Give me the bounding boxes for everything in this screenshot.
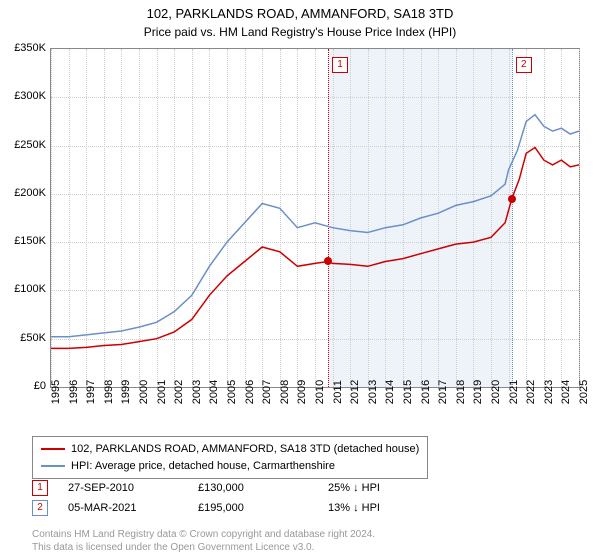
xtick-label: 2013 — [367, 380, 379, 404]
ytick-label: £200K — [14, 187, 46, 199]
chart-subtitle: Price paid vs. HM Land Registry's House … — [0, 23, 600, 39]
xtick-label: 2008 — [279, 380, 291, 404]
xtick-label: 1999 — [120, 380, 132, 404]
xtick-label: 2015 — [402, 380, 414, 404]
series-hpi — [51, 115, 579, 337]
series-property — [51, 148, 579, 349]
xtick-label: 2007 — [261, 380, 273, 404]
ytick-label: £0 — [34, 380, 46, 392]
ytick-label: £50K — [20, 332, 46, 344]
annotation-date: 27-SEP-2010 — [68, 482, 198, 494]
footer-attribution: Contains HM Land Registry data © Crown c… — [32, 528, 375, 554]
plot-area: 12 — [50, 48, 580, 388]
ytick-label: £100K — [14, 283, 46, 295]
chart-title: 102, PARKLANDS ROAD, AMMANFORD, SA18 3TD — [0, 0, 600, 23]
gridline-v — [579, 49, 580, 387]
xtick-label: 2018 — [455, 380, 467, 404]
xtick-label: 1995 — [50, 380, 62, 404]
xtick-label: 2023 — [543, 380, 555, 404]
annotation-price: £195,000 — [198, 502, 328, 514]
xtick-label: 2014 — [384, 380, 396, 404]
xtick-label: 2006 — [244, 380, 256, 404]
annotation-delta: 13% ↓ HPI — [328, 502, 458, 514]
xtick-label: 2003 — [191, 380, 203, 404]
data-point — [508, 195, 516, 203]
xtick-label: 2002 — [173, 380, 185, 404]
ytick-label: £350K — [14, 42, 46, 54]
legend-label: HPI: Average price, detached house, Carm… — [71, 458, 335, 475]
xtick-label: 2025 — [578, 380, 590, 404]
annotation-table: 1 27-SEP-2010£130,00025% ↓ HPI 2 05-MAR-202… — [32, 478, 458, 518]
xtick-label: 2009 — [296, 380, 308, 404]
annotation-marker: 1 — [32, 480, 48, 496]
xtick-label: 1997 — [85, 380, 97, 404]
xtick-label: 2001 — [156, 380, 168, 404]
xtick-label: 2000 — [138, 380, 150, 404]
xtick-label: 1998 — [103, 380, 115, 404]
legend-swatch — [41, 465, 65, 467]
xtick-label: 2010 — [314, 380, 326, 404]
xtick-label: 2005 — [226, 380, 238, 404]
xtick-label: 2022 — [525, 380, 537, 404]
annotation-row: 1 27-SEP-2010£130,00025% ↓ HPI — [32, 478, 458, 498]
ytick-label: £300K — [14, 90, 46, 102]
annotation-marker: 2 — [32, 500, 48, 516]
xtick-label: 2004 — [208, 380, 220, 404]
xtick-label: 2011 — [332, 380, 344, 404]
xtick-label: 2021 — [508, 380, 520, 404]
footer-line2: This data is licensed under the Open Gov… — [32, 541, 375, 554]
xtick-label: 2020 — [490, 380, 502, 404]
legend-item: 102, PARKLANDS ROAD, AMMANFORD, SA18 3TD… — [41, 441, 419, 458]
xtick-label: 1996 — [68, 380, 80, 404]
legend-item: HPI: Average price, detached house, Carm… — [41, 458, 419, 475]
line-series — [51, 49, 579, 387]
xtick-label: 2016 — [420, 380, 432, 404]
ytick-label: £150K — [14, 235, 46, 247]
annotation-row: 2 05-MAR-2021£195,00013% ↓ HPI — [32, 498, 458, 518]
legend-swatch — [41, 448, 65, 450]
xtick-label: 2019 — [472, 380, 484, 404]
ytick-label: £250K — [14, 139, 46, 151]
xtick-label: 2012 — [349, 380, 361, 404]
event-marker: 1 — [332, 57, 348, 73]
legend-label: 102, PARKLANDS ROAD, AMMANFORD, SA18 3TD… — [71, 441, 419, 458]
data-point — [324, 257, 332, 265]
annotation-delta: 25% ↓ HPI — [328, 482, 458, 494]
xtick-label: 2024 — [560, 380, 572, 404]
chart-area: 12 £0£50K£100K£150K£200K£250K£300K£350K … — [50, 48, 580, 428]
chart-container: 102, PARKLANDS ROAD, AMMANFORD, SA18 3TD… — [0, 0, 600, 560]
footer-line1: Contains HM Land Registry data © Crown c… — [32, 528, 375, 541]
annotation-price: £130,000 — [198, 482, 328, 494]
xtick-label: 2017 — [437, 380, 449, 404]
annotation-date: 05-MAR-2021 — [68, 502, 198, 514]
event-marker: 2 — [516, 57, 532, 73]
legend: 102, PARKLANDS ROAD, AMMANFORD, SA18 3TD… — [32, 436, 428, 479]
